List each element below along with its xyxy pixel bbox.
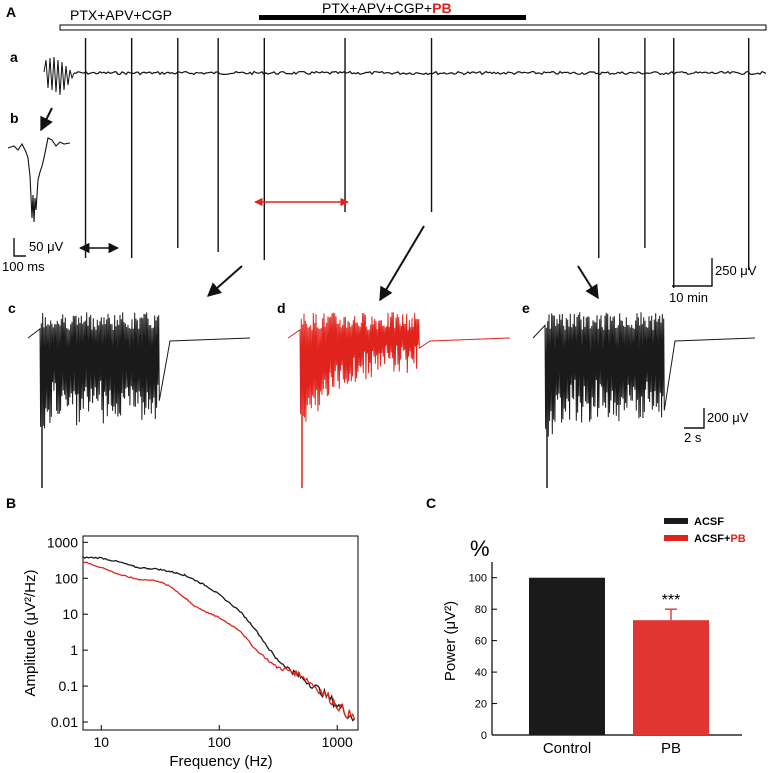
y-tick-label: 80 <box>475 604 487 616</box>
error-bar <box>665 608 677 621</box>
scale-a-time: 10 min <box>669 290 708 305</box>
y-tick-label: 10 <box>62 606 78 622</box>
expanded-event-c <box>27 312 251 488</box>
category-label: PB <box>661 740 681 757</box>
panel-a: A PTX+APV+CGP PTX+APV+CGP+PB a b 50 μV 1… <box>2 0 767 488</box>
condition-label-2-prefix: PTX+APV+CGP+ <box>322 0 432 16</box>
trace-b-label: b <box>10 110 19 126</box>
panel-c: C 0 20 40 60 80 100 Control *** PB % Power (μV²… <box>426 495 746 757</box>
significance-marker: *** <box>662 592 681 609</box>
legend-label-pb: ACSF+PB <box>694 533 746 545</box>
legend-label-pb-drug: PB <box>730 533 745 545</box>
spectrum-y-label: Amplitude (μV²/Hz) <box>22 569 39 696</box>
scale-bar-b <box>13 238 26 257</box>
event-trace <box>532 312 756 437</box>
spectrum-axes: 10 100 1000 1000 100 10 1 0.1 0.01 <box>47 534 353 750</box>
panel-b-label: B <box>6 495 16 511</box>
arrow-to-event-c <box>206 265 243 297</box>
condition-bar-pb <box>259 15 526 20</box>
x-tick-label: 10 <box>93 734 109 750</box>
arrow-to-trace-b <box>40 107 53 132</box>
bar-series: Control *** PB <box>529 577 709 757</box>
event-trace <box>27 312 251 429</box>
trace-a-events <box>84 38 750 288</box>
legend-swatch-pb <box>664 535 688 541</box>
y-tick-label: 20 <box>475 699 487 711</box>
event-trace <box>287 312 511 422</box>
y-tick-label: 60 <box>475 636 487 648</box>
panel-c-label: C <box>426 495 436 511</box>
scale-bar-a <box>672 258 713 287</box>
condition-label-2-drug: PB <box>432 0 451 16</box>
x-tick-label: 1000 <box>322 734 353 750</box>
trace-a-label: a <box>10 49 18 65</box>
single-spike-trace-b <box>7 137 71 223</box>
legend-label-acsf: ACSF <box>694 516 724 528</box>
unit-percent-label: % <box>470 536 490 561</box>
spectrum-series-pb <box>82 561 356 720</box>
panel-a-label: A <box>6 4 16 20</box>
category-label: Control <box>543 740 591 757</box>
scale-bar-c <box>684 408 705 429</box>
arrow-to-event-d <box>379 225 425 302</box>
spectrum-plot-frame <box>82 535 359 731</box>
expanded-event-d <box>287 312 511 488</box>
x-tick-label: 100 <box>208 734 232 750</box>
bar-y-label: Power (μV²) <box>442 601 459 681</box>
panel-b: B 10 100 1000 1000 100 10 1 0.1 0.01 Frequency (… <box>6 495 359 770</box>
legend-swatch-acsf <box>664 518 688 524</box>
scale-c-time: 2 s <box>684 430 702 445</box>
trace-d-label: d <box>277 300 286 316</box>
y-tick-label: 100 <box>55 570 79 586</box>
y-tick-label: 0.01 <box>51 714 78 730</box>
trace-a-initial-burst <box>43 56 75 96</box>
bar-control <box>529 577 605 735</box>
trace-c-label: c <box>8 300 16 316</box>
y-tick-label: 0 <box>481 730 487 742</box>
long-recording-trace <box>43 38 767 288</box>
scale-b-time: 100 ms <box>2 259 45 274</box>
trace-e-label: e <box>522 300 530 316</box>
expanded-event-e <box>532 312 756 488</box>
y-tick-label: 1 <box>70 642 78 658</box>
condition-label-1: PTX+APV+CGP <box>70 7 172 23</box>
scale-c-amplitude: 200 μV <box>707 410 749 425</box>
condition-bar-baseline <box>59 24 767 31</box>
condition-label-2: PTX+APV+CGP+PB <box>322 0 452 16</box>
y-tick-label: 40 <box>475 667 487 679</box>
arrow-to-event-e <box>577 265 599 300</box>
bar-pb <box>633 620 709 735</box>
scale-a-amplitude: 250 μV <box>715 263 757 278</box>
y-tick-label: 1000 <box>47 534 78 550</box>
spectrum-series-acsf <box>82 556 355 722</box>
trace-a-baseline <box>73 70 767 76</box>
y-tick-label: 0.1 <box>59 678 79 694</box>
scale-b-amplitude: 50 μV <box>29 239 64 254</box>
y-tick-label: 100 <box>469 573 487 585</box>
spectrum-x-label: Frequency (Hz) <box>169 753 272 770</box>
legend-label-pb-prefix: ACSF+ <box>694 533 730 545</box>
